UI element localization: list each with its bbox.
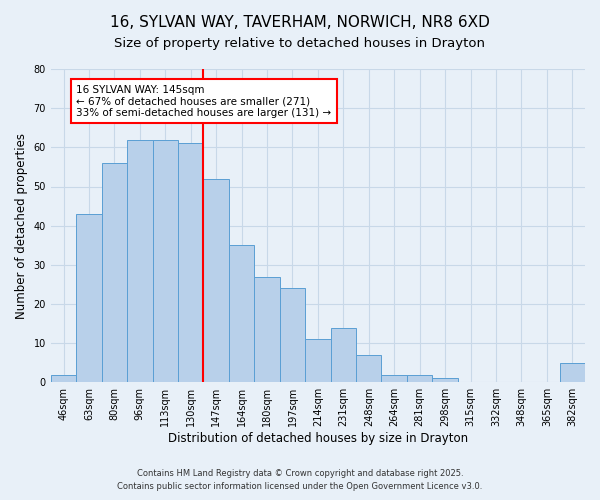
Bar bbox=[280, 288, 305, 382]
Bar bbox=[51, 374, 76, 382]
Text: Size of property relative to detached houses in Drayton: Size of property relative to detached ho… bbox=[115, 38, 485, 51]
Bar bbox=[76, 214, 101, 382]
Bar bbox=[101, 163, 127, 382]
X-axis label: Distribution of detached houses by size in Drayton: Distribution of detached houses by size … bbox=[168, 432, 468, 445]
Bar bbox=[560, 363, 585, 382]
Bar bbox=[331, 328, 356, 382]
Text: 16, SYLVAN WAY, TAVERHAM, NORWICH, NR8 6XD: 16, SYLVAN WAY, TAVERHAM, NORWICH, NR8 6… bbox=[110, 15, 490, 30]
Text: Contains HM Land Registry data © Crown copyright and database right 2025.: Contains HM Land Registry data © Crown c… bbox=[137, 469, 463, 478]
Y-axis label: Number of detached properties: Number of detached properties bbox=[15, 132, 28, 318]
Bar bbox=[407, 374, 433, 382]
Bar bbox=[305, 339, 331, 382]
Bar bbox=[433, 378, 458, 382]
Bar bbox=[152, 140, 178, 382]
Bar bbox=[382, 374, 407, 382]
Text: 16 SYLVAN WAY: 145sqm
← 67% of detached houses are smaller (271)
33% of semi-det: 16 SYLVAN WAY: 145sqm ← 67% of detached … bbox=[76, 84, 331, 118]
Bar bbox=[356, 355, 382, 382]
Bar bbox=[203, 178, 229, 382]
Bar bbox=[254, 276, 280, 382]
Bar bbox=[229, 245, 254, 382]
Bar bbox=[127, 140, 152, 382]
Bar bbox=[178, 144, 203, 382]
Text: Contains public sector information licensed under the Open Government Licence v3: Contains public sector information licen… bbox=[118, 482, 482, 491]
